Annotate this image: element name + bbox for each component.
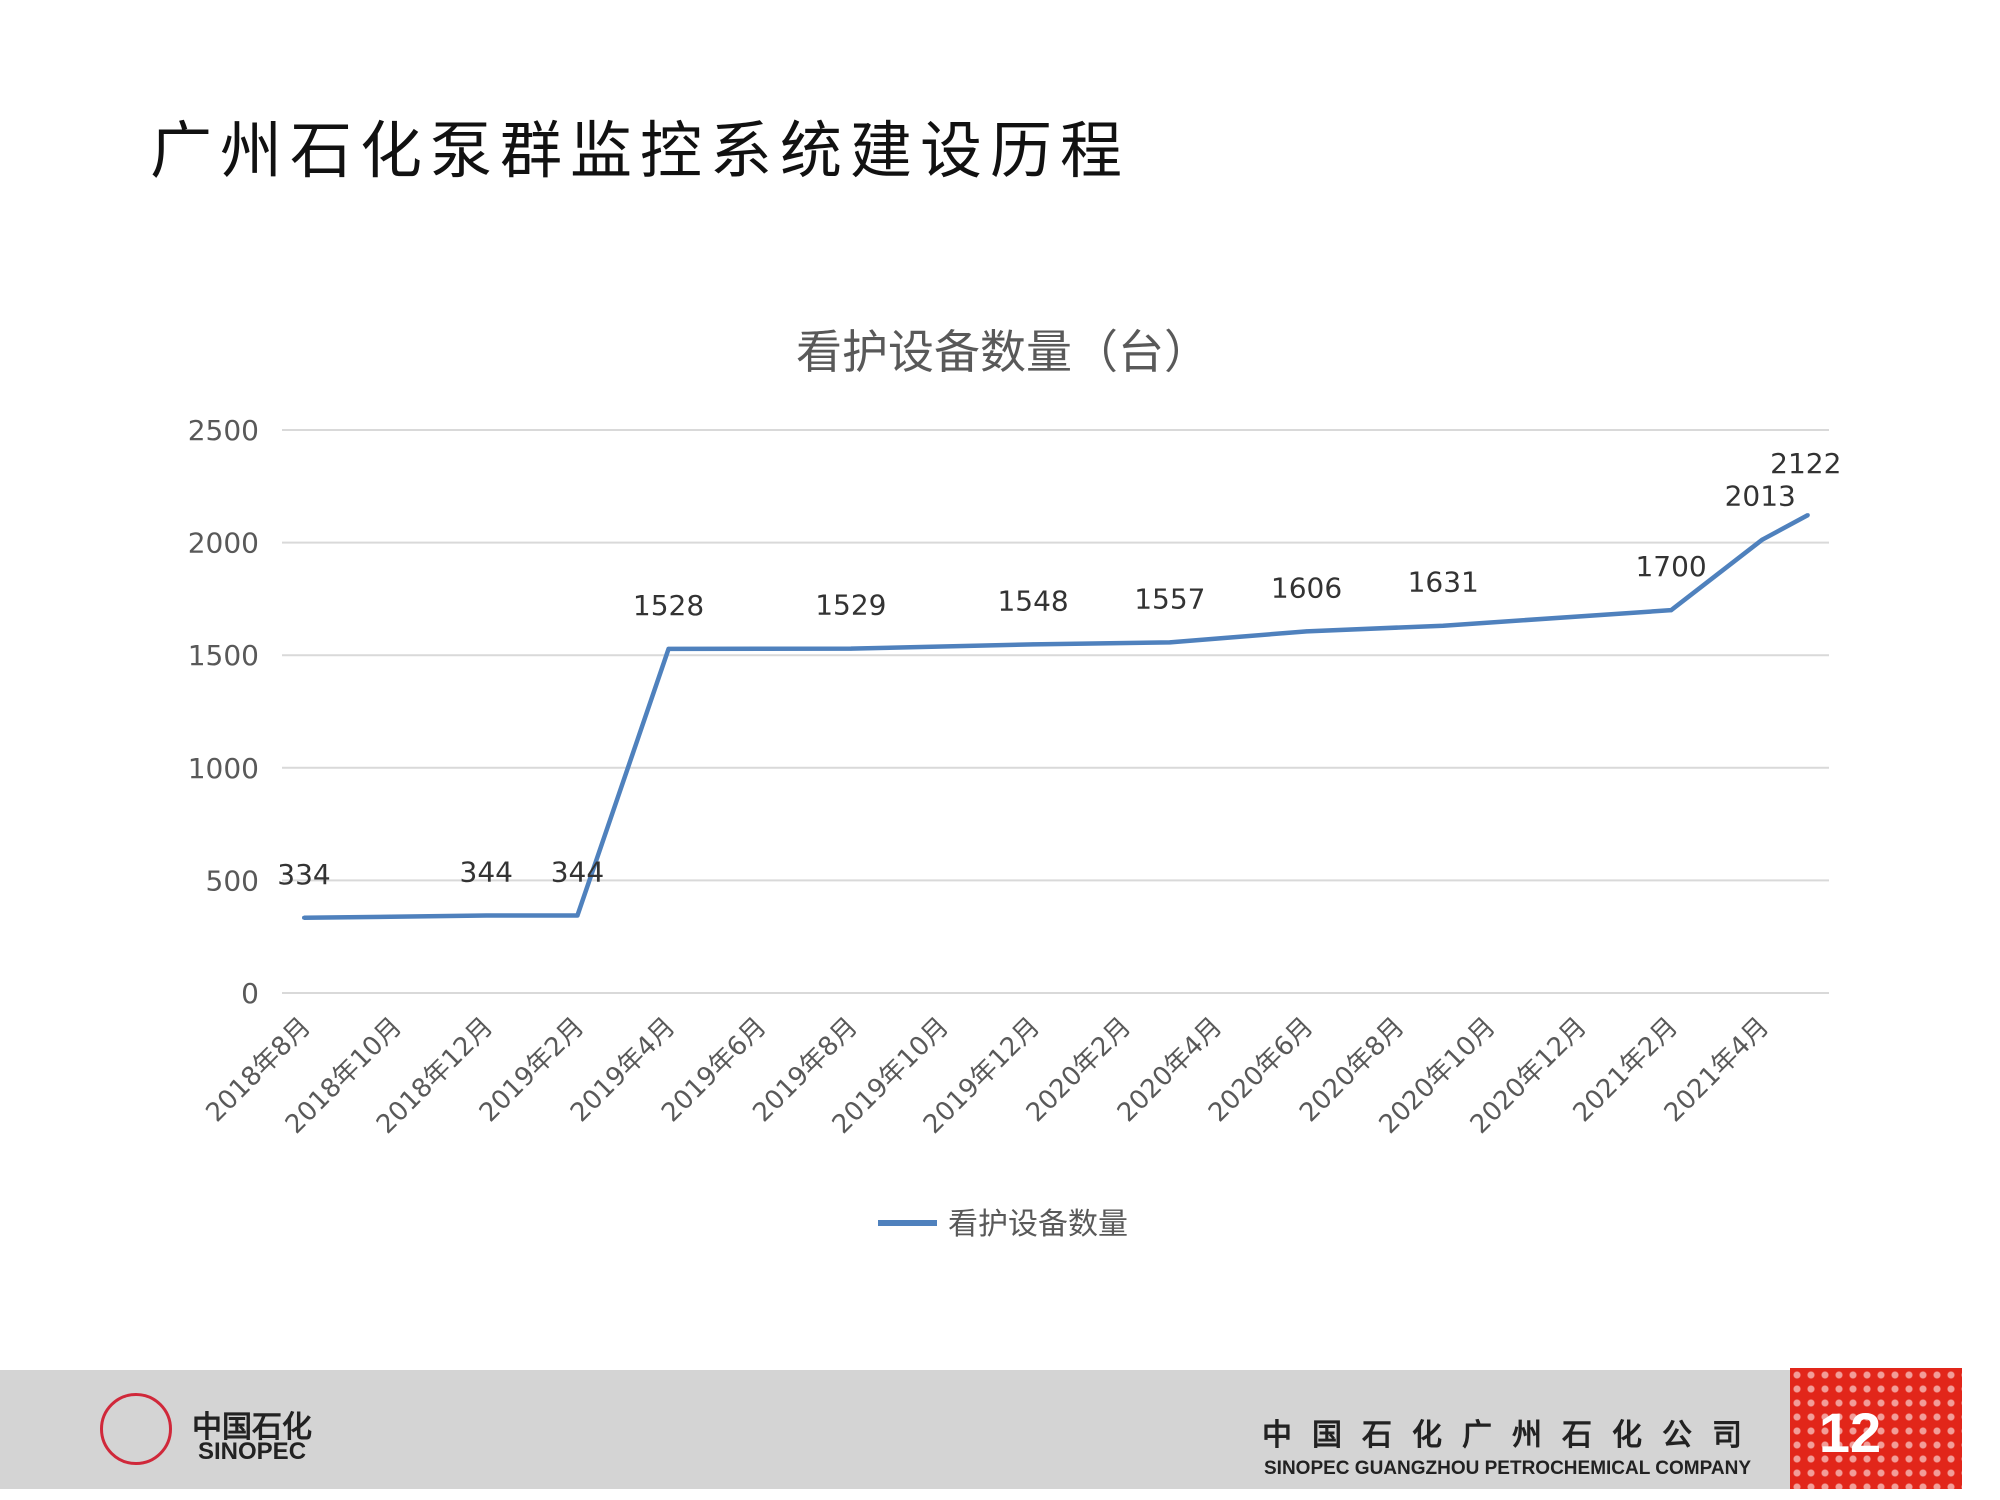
data-label: 344 [551, 856, 604, 889]
slide-title: 广州石化泵群监控系统建设历程 [150, 114, 1131, 187]
y-tick-label: 1500 [188, 639, 259, 672]
data-label: 1606 [1271, 571, 1342, 604]
data-point [1304, 629, 1309, 634]
data-point [1441, 623, 1446, 628]
data-label: 2122 [1770, 447, 1841, 480]
data-point [1031, 642, 1036, 647]
company-name-en: SINOPEC GUANGZHOU PETROCHEMICAL COMPANY [1264, 1458, 1751, 1479]
data-point [1760, 537, 1765, 542]
data-label: 1700 [1635, 550, 1706, 583]
data-label: 344 [460, 856, 513, 889]
data-label: 1528 [633, 589, 704, 622]
data-label: 1557 [1134, 582, 1205, 615]
sinopec-logo-icon [100, 1393, 172, 1465]
footer-bar [0, 1370, 1790, 1489]
logo-text-en: SINOPEC [198, 1438, 307, 1465]
data-label: 1548 [997, 584, 1068, 617]
logo-text-cn: 中国石化 [192, 1410, 312, 1445]
y-tick-label: 1000 [188, 752, 259, 785]
legend-label: 看护设备数量 [948, 1207, 1128, 1242]
data-label: 334 [277, 858, 330, 891]
data-point [1805, 513, 1810, 518]
data-point [1167, 640, 1172, 645]
data-point [848, 646, 853, 651]
data-point [666, 646, 671, 651]
y-tick-label: 500 [206, 864, 259, 897]
data-label: 1529 [815, 589, 886, 622]
y-tick-label: 2500 [188, 414, 259, 447]
page-number-box [1790, 1368, 1962, 1489]
y-tick-label: 0 [241, 977, 259, 1010]
data-point [302, 915, 306, 920]
data-point [484, 913, 489, 918]
page-number: 12 [1818, 1401, 1882, 1464]
chart-title: 看护设备数量（台） [796, 325, 1210, 379]
data-point [1669, 608, 1674, 613]
y-tick-label: 2000 [188, 527, 259, 560]
company-name-cn: 中国石化广州石化公司 [1262, 1418, 1762, 1453]
data-point [575, 913, 580, 918]
data-label: 2013 [1725, 480, 1796, 513]
series-line [303, 513, 1809, 921]
data-label: 1631 [1408, 566, 1479, 599]
